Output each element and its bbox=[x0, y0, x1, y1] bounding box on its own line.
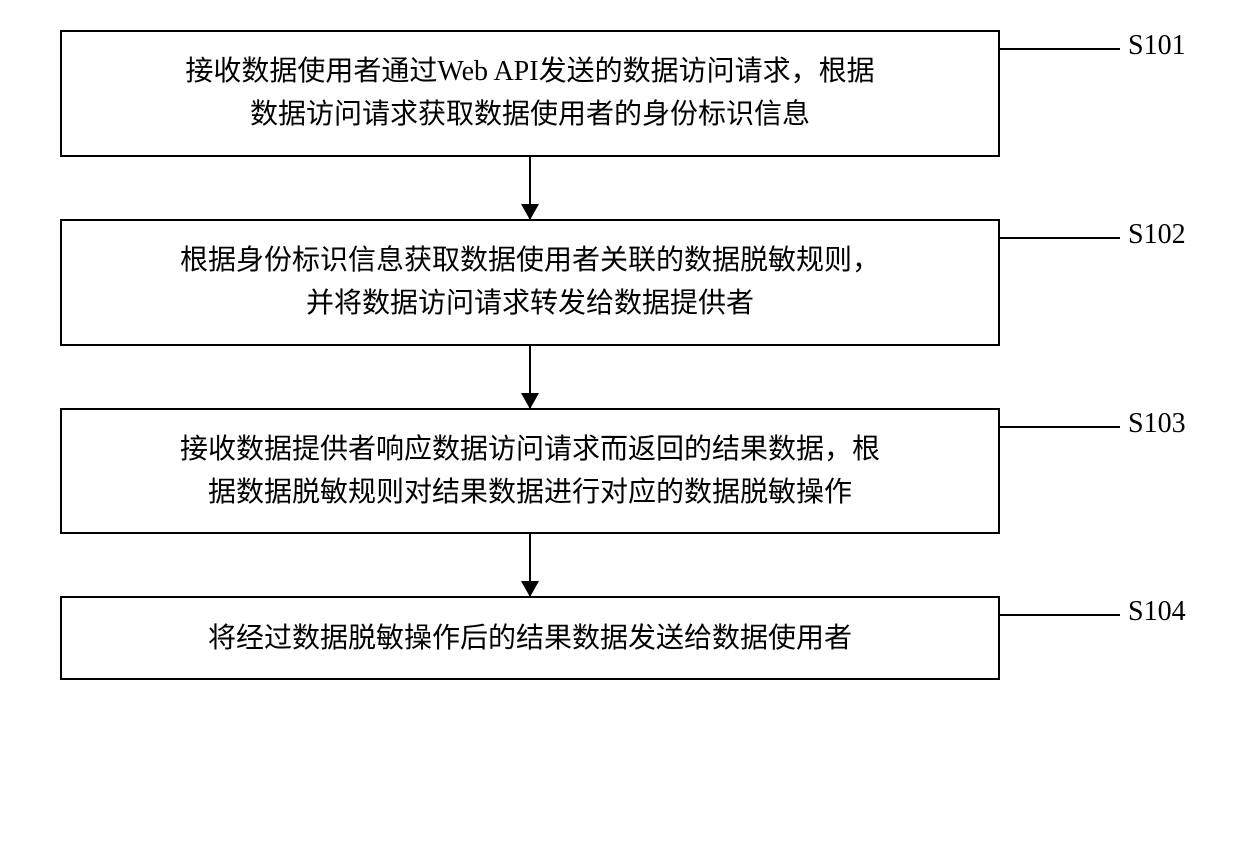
step-text-line: 并将数据访问请求转发给数据提供者 bbox=[306, 282, 754, 325]
arrow-head-icon bbox=[521, 204, 539, 220]
arrow-line bbox=[529, 534, 531, 596]
step-label-s104: S104 bbox=[1128, 596, 1186, 628]
step-text-line: 据数据脱敏规则对结果数据进行对应的数据脱敏操作 bbox=[208, 471, 852, 514]
label-leader bbox=[1000, 426, 1120, 428]
label-leader bbox=[1000, 237, 1120, 239]
step-label-s103: S103 bbox=[1128, 408, 1186, 440]
step-text-line: 根据身份标识信息获取数据使用者关联的数据脱敏规则， bbox=[180, 239, 880, 282]
step-text-line: 接收数据使用者通过Web API发送的数据访问请求，根据 bbox=[185, 50, 874, 93]
label-leader bbox=[1000, 48, 1120, 50]
label-leader-drop bbox=[998, 32, 1000, 50]
arrow-line bbox=[529, 346, 531, 408]
step-box-s103: 接收数据提供者响应数据访问请求而返回的结果数据，根据数据脱敏规则对结果数据进行对… bbox=[60, 408, 1000, 535]
step-label-s101: S101 bbox=[1128, 30, 1186, 62]
step-row-s101: 接收数据使用者通过Web API发送的数据访问请求，根据数据访问请求获取数据使用… bbox=[60, 30, 1180, 157]
label-leader bbox=[1000, 614, 1120, 616]
step-row-s103: 接收数据提供者响应数据访问请求而返回的结果数据，根据数据脱敏规则对结果数据进行对… bbox=[60, 408, 1180, 535]
step-label-s102: S102 bbox=[1128, 219, 1186, 251]
step-row-s102: 根据身份标识信息获取数据使用者关联的数据脱敏规则，并将数据访问请求转发给数据提供… bbox=[60, 219, 1180, 346]
arrow-head-icon bbox=[521, 393, 539, 409]
label-leader-drop bbox=[998, 221, 1000, 239]
connector-s102 bbox=[60, 346, 1000, 408]
connector-s101 bbox=[60, 157, 1000, 219]
connector-s103 bbox=[60, 534, 1000, 596]
step-text-line: 数据访问请求获取数据使用者的身份标识信息 bbox=[250, 93, 810, 136]
step-box-s102: 根据身份标识信息获取数据使用者关联的数据脱敏规则，并将数据访问请求转发给数据提供… bbox=[60, 219, 1000, 346]
step-row-s104: 将经过数据脱敏操作后的结果数据发送给数据使用者S104 bbox=[60, 596, 1180, 680]
arrow-head-icon bbox=[521, 581, 539, 597]
step-box-s104: 将经过数据脱敏操作后的结果数据发送给数据使用者 bbox=[60, 596, 1000, 680]
step-text-line: 将经过数据脱敏操作后的结果数据发送给数据使用者 bbox=[208, 617, 852, 660]
step-text-line: 接收数据提供者响应数据访问请求而返回的结果数据，根 bbox=[180, 428, 880, 471]
label-leader-drop bbox=[998, 410, 1000, 428]
step-box-s101: 接收数据使用者通过Web API发送的数据访问请求，根据数据访问请求获取数据使用… bbox=[60, 30, 1000, 157]
flowchart-container: 接收数据使用者通过Web API发送的数据访问请求，根据数据访问请求获取数据使用… bbox=[60, 30, 1180, 680]
label-leader-drop bbox=[998, 598, 1000, 616]
arrow-line bbox=[529, 157, 531, 219]
